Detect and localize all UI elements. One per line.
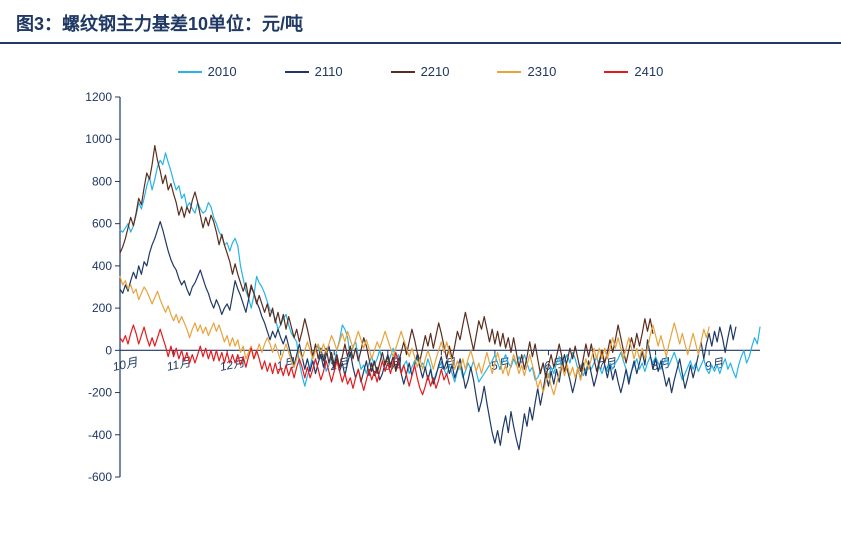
legend-swatch <box>604 71 628 73</box>
legend-swatch <box>391 71 415 73</box>
svg-text:600: 600 <box>92 217 112 231</box>
svg-text:200: 200 <box>92 301 112 315</box>
svg-text:1200: 1200 <box>85 90 112 104</box>
svg-text:800: 800 <box>92 174 112 188</box>
svg-text:-400: -400 <box>88 428 112 442</box>
legend-swatch <box>285 71 309 73</box>
legend-item: 2310 <box>497 64 556 79</box>
svg-text:1000: 1000 <box>85 132 112 146</box>
svg-text:-200: -200 <box>88 386 112 400</box>
chart-title: 图3：螺纹钢主力基差10单位：元/吨 <box>16 14 303 34</box>
legend-label: 2310 <box>527 64 556 79</box>
chart-title-bar: 图3：螺纹钢主力基差10单位：元/吨 <box>0 0 841 44</box>
legend-item: 2110 <box>285 64 343 79</box>
svg-text:-600: -600 <box>88 470 112 484</box>
legend-label: 2410 <box>634 64 663 79</box>
svg-text:400: 400 <box>92 259 112 273</box>
svg-text:10月: 10月 <box>111 355 140 374</box>
legend-item: 2210 <box>391 64 450 79</box>
legend-item: 2410 <box>604 64 663 79</box>
line-chart: -600-400-20002004006008001000120010月11月1… <box>60 87 780 517</box>
svg-text:0: 0 <box>105 343 112 357</box>
series-line <box>120 146 653 378</box>
legend: 2010 2110 2210 2310 2410 <box>60 64 781 79</box>
series-line <box>120 222 736 450</box>
legend-label: 2210 <box>421 64 450 79</box>
legend-label: 2110 <box>315 64 343 79</box>
legend-item: 2010 <box>178 64 237 79</box>
legend-swatch <box>497 71 521 73</box>
legend-swatch <box>178 71 202 73</box>
chart-container: 2010 2110 2210 2310 2410 -600 -400 -200 0 200 400… <box>60 64 781 517</box>
legend-label: 2010 <box>208 64 237 79</box>
